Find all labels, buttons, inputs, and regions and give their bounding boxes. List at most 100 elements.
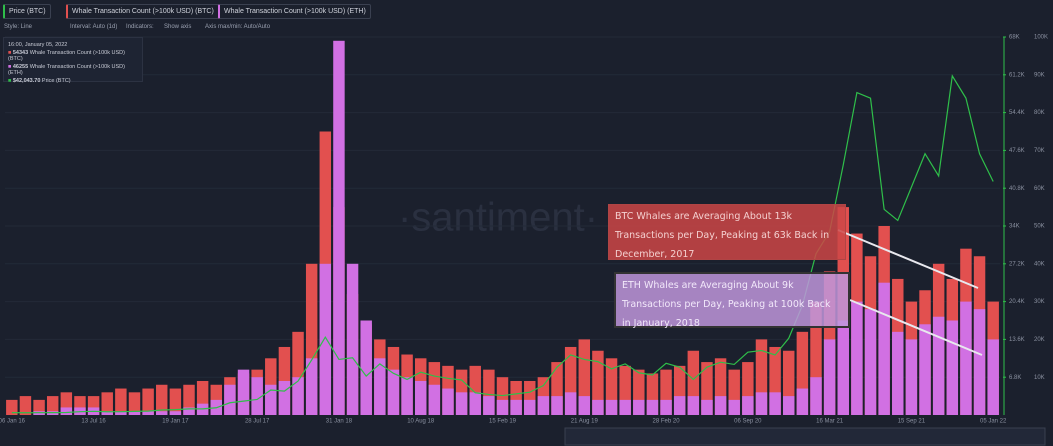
bar (128, 411, 141, 415)
bar (455, 392, 468, 415)
interval-select[interactable]: Interval: Auto (1d) (70, 24, 118, 30)
bar (551, 396, 563, 415)
bar (714, 358, 727, 415)
bar (932, 316, 945, 415)
bar (987, 339, 999, 415)
indicators[interactable]: Indicators: (126, 24, 154, 30)
y2-tick-label: 6.8K (1009, 375, 1021, 381)
bar (292, 377, 304, 415)
bar (810, 301, 822, 415)
bar (183, 407, 195, 415)
readout-value: 54343 (12, 50, 29, 56)
bar (483, 369, 495, 415)
y-tick-label: 70K (1034, 148, 1045, 154)
bar (878, 282, 890, 415)
readout-value: 46255 (12, 64, 29, 70)
annotation: BTC Whales are Averaging About 13k Trans… (608, 204, 846, 260)
bar (755, 392, 768, 415)
y-tick-label: 100K (1034, 35, 1048, 41)
readout-row: ■ 46255 Whale Transaction Count (>100k U… (8, 64, 125, 76)
bar (60, 392, 73, 415)
bar (592, 399, 604, 415)
axis-range[interactable]: Axis max/min: Auto/Auto (205, 24, 271, 30)
bar (169, 388, 182, 415)
bar (769, 392, 781, 415)
bar (864, 309, 877, 415)
bar (128, 392, 141, 415)
bar (660, 369, 672, 415)
x-tick-label: 05 Jan 22 (980, 419, 1007, 425)
bar (960, 301, 972, 415)
bar (265, 384, 277, 415)
bar (673, 396, 686, 415)
x-tick-label: 06 Sep 20 (734, 419, 762, 425)
bar (278, 380, 291, 415)
bar (592, 350, 604, 415)
y-tick-label: 90K (1034, 72, 1045, 78)
readout-label: Whale Transaction Count (>100k USD) (ETH… (8, 64, 125, 76)
bar (156, 411, 168, 415)
bar (374, 358, 386, 415)
bar (646, 373, 659, 415)
bar (115, 388, 127, 415)
bar (701, 399, 713, 415)
show-axis[interactable]: Show axis (164, 24, 192, 30)
bar (619, 365, 631, 415)
bar (755, 339, 768, 415)
y2-tick-label: 27.2K (1009, 261, 1025, 267)
bar (605, 358, 618, 415)
readout-date: 16:00, January 05, 2022 (8, 42, 68, 48)
x-tick-label: 19 Jan 17 (162, 419, 189, 425)
bar (564, 346, 577, 415)
bar (578, 339, 591, 415)
y-tick-label: 10K (1034, 375, 1045, 381)
y2-tick-label: 61.2K (1009, 72, 1025, 78)
y2-tick-label: 47.6K (1009, 148, 1025, 154)
bar (142, 411, 154, 415)
bar (742, 396, 754, 415)
bar (946, 320, 959, 415)
bar (687, 350, 700, 415)
bar (251, 377, 263, 415)
bar (783, 396, 795, 415)
arrow (849, 299, 983, 356)
readout: 16:00, January 05, 2022 ■ 54343 Whale Tr… (3, 37, 143, 84)
tab[interactable]: Price (BTC) (3, 4, 51, 19)
bar (305, 263, 318, 415)
y-tick-label: 50K (1034, 224, 1045, 230)
bar (742, 362, 754, 415)
bar (673, 365, 686, 415)
readout-row: ■ $42,043.70 Price (BTC) (8, 78, 71, 84)
bar (74, 396, 86, 415)
y2-tick-label: 54.4K (1009, 110, 1025, 116)
bar (510, 399, 522, 415)
y2-tick-label: 20.4K (1009, 299, 1025, 305)
bar (905, 339, 918, 415)
x-tick-label: 31 Jan 18 (326, 419, 353, 425)
bar (823, 339, 836, 415)
x-tick-label: 15 Feb 19 (489, 419, 517, 425)
bar (524, 380, 536, 415)
bar (19, 396, 32, 415)
bar (633, 399, 645, 415)
bar (919, 324, 931, 415)
bar (564, 392, 577, 415)
readout-label: Price (BTC) (41, 78, 71, 84)
bar (701, 362, 713, 415)
bar (578, 396, 591, 415)
y-tick-label: 30K (1034, 299, 1045, 305)
x-tick-label: 13 Jul 16 (81, 419, 106, 425)
bar (851, 301, 863, 415)
readout-label: Whale Transaction Count (>100k USD) (BTC… (8, 50, 125, 62)
minimap[interactable] (564, 427, 1046, 446)
y2-tick-label: 13.6K (1009, 337, 1025, 343)
bar (796, 331, 809, 415)
bar (319, 263, 332, 415)
bar (687, 396, 700, 415)
bar (442, 388, 454, 415)
y-tick-label: 60K (1034, 186, 1045, 192)
style-select[interactable]: Style: Line (4, 24, 33, 30)
x-tick-label: 10 Aug 18 (407, 419, 435, 425)
bar (551, 362, 563, 415)
tab[interactable]: Whale Transaction Count (>100k USD) (ETH… (218, 4, 371, 19)
